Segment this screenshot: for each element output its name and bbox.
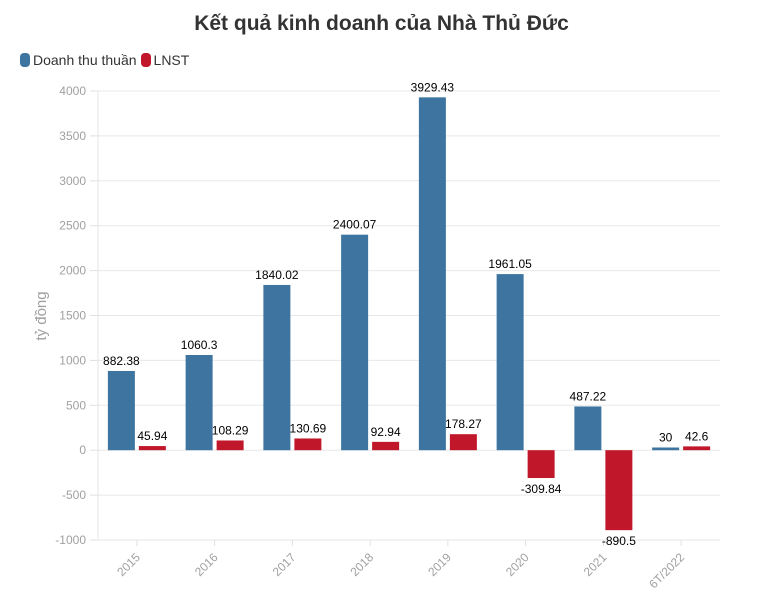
data-label: 92.94 [371,425,401,439]
y-tick-label: 4000 [59,84,86,98]
data-label: 130.69 [290,421,327,435]
y-tick-label: 2000 [59,264,86,278]
x-tick-label: 2021 [581,550,610,579]
bar-doanh-thu [263,284,291,451]
data-label: 45.94 [137,429,167,443]
data-label: 2400.07 [333,218,377,232]
bar-doanh-thu [107,370,135,451]
data-label: -309.84 [521,482,562,496]
legend-item-doanh-thu[interactable]: Doanh thu thuần [20,52,137,68]
y-tick-label: -1000 [55,533,86,547]
y-tick-label: 0 [79,443,86,457]
bar-lnst [449,434,477,451]
bar-lnst [216,440,244,451]
data-label: 1060.3 [181,338,218,352]
y-axis-label: tỷ đồng [33,291,50,340]
x-tick-label: 2016 [192,550,221,579]
bar-lnst [605,450,633,531]
legend-swatch [140,53,151,67]
data-label: 30 [659,431,673,445]
x-tick-label: 2020 [503,550,532,579]
data-label: 3929.43 [411,80,455,94]
y-tick-label: -500 [62,488,86,502]
bar-lnst [138,446,166,451]
x-tick-label: 2015 [114,550,143,579]
bar-lnst [527,450,555,479]
x-tick-label: 2017 [270,550,299,579]
legend-label: Doanh thu thuần [33,52,137,68]
legend-item-lnst[interactable]: LNST [140,52,190,68]
y-tick-label: 1000 [59,353,86,367]
data-label: 108.29 [212,423,249,437]
x-tick-label: 2018 [347,550,376,579]
data-label: 487.22 [570,389,607,403]
legend-swatch [20,53,30,67]
bar-lnst [372,441,400,451]
data-label: 882.38 [103,354,140,368]
bar-doanh-thu [496,274,524,451]
data-label: -890.5 [602,534,636,548]
bar-doanh-thu [185,354,213,451]
bar-doanh-thu [652,447,680,451]
y-tick-label: 2500 [59,219,86,233]
bar-doanh-thu [418,97,446,451]
bar-lnst [294,438,322,451]
bar-doanh-thu [341,234,369,451]
legend: Doanh thu thuần LNST [20,52,189,68]
x-tick-label: 2019 [425,550,454,579]
chart-title: Kết quả kinh doanh của Nhà Thủ Đức [194,12,569,35]
x-tick-label: 6T/2022 [646,550,687,591]
data-label: 1840.02 [255,268,299,282]
y-tick-label: 1500 [59,309,86,323]
bar-doanh-thu [574,406,602,451]
y-tick-label: 3500 [59,129,86,143]
y-tick-label: 3000 [59,174,86,188]
data-label: 42.6 [685,429,709,443]
data-label: 178.27 [445,417,482,431]
legend-label: LNST [153,52,190,68]
y-tick-label: 500 [66,398,86,412]
data-label: 1961.05 [488,257,532,271]
bar-lnst [683,446,711,451]
